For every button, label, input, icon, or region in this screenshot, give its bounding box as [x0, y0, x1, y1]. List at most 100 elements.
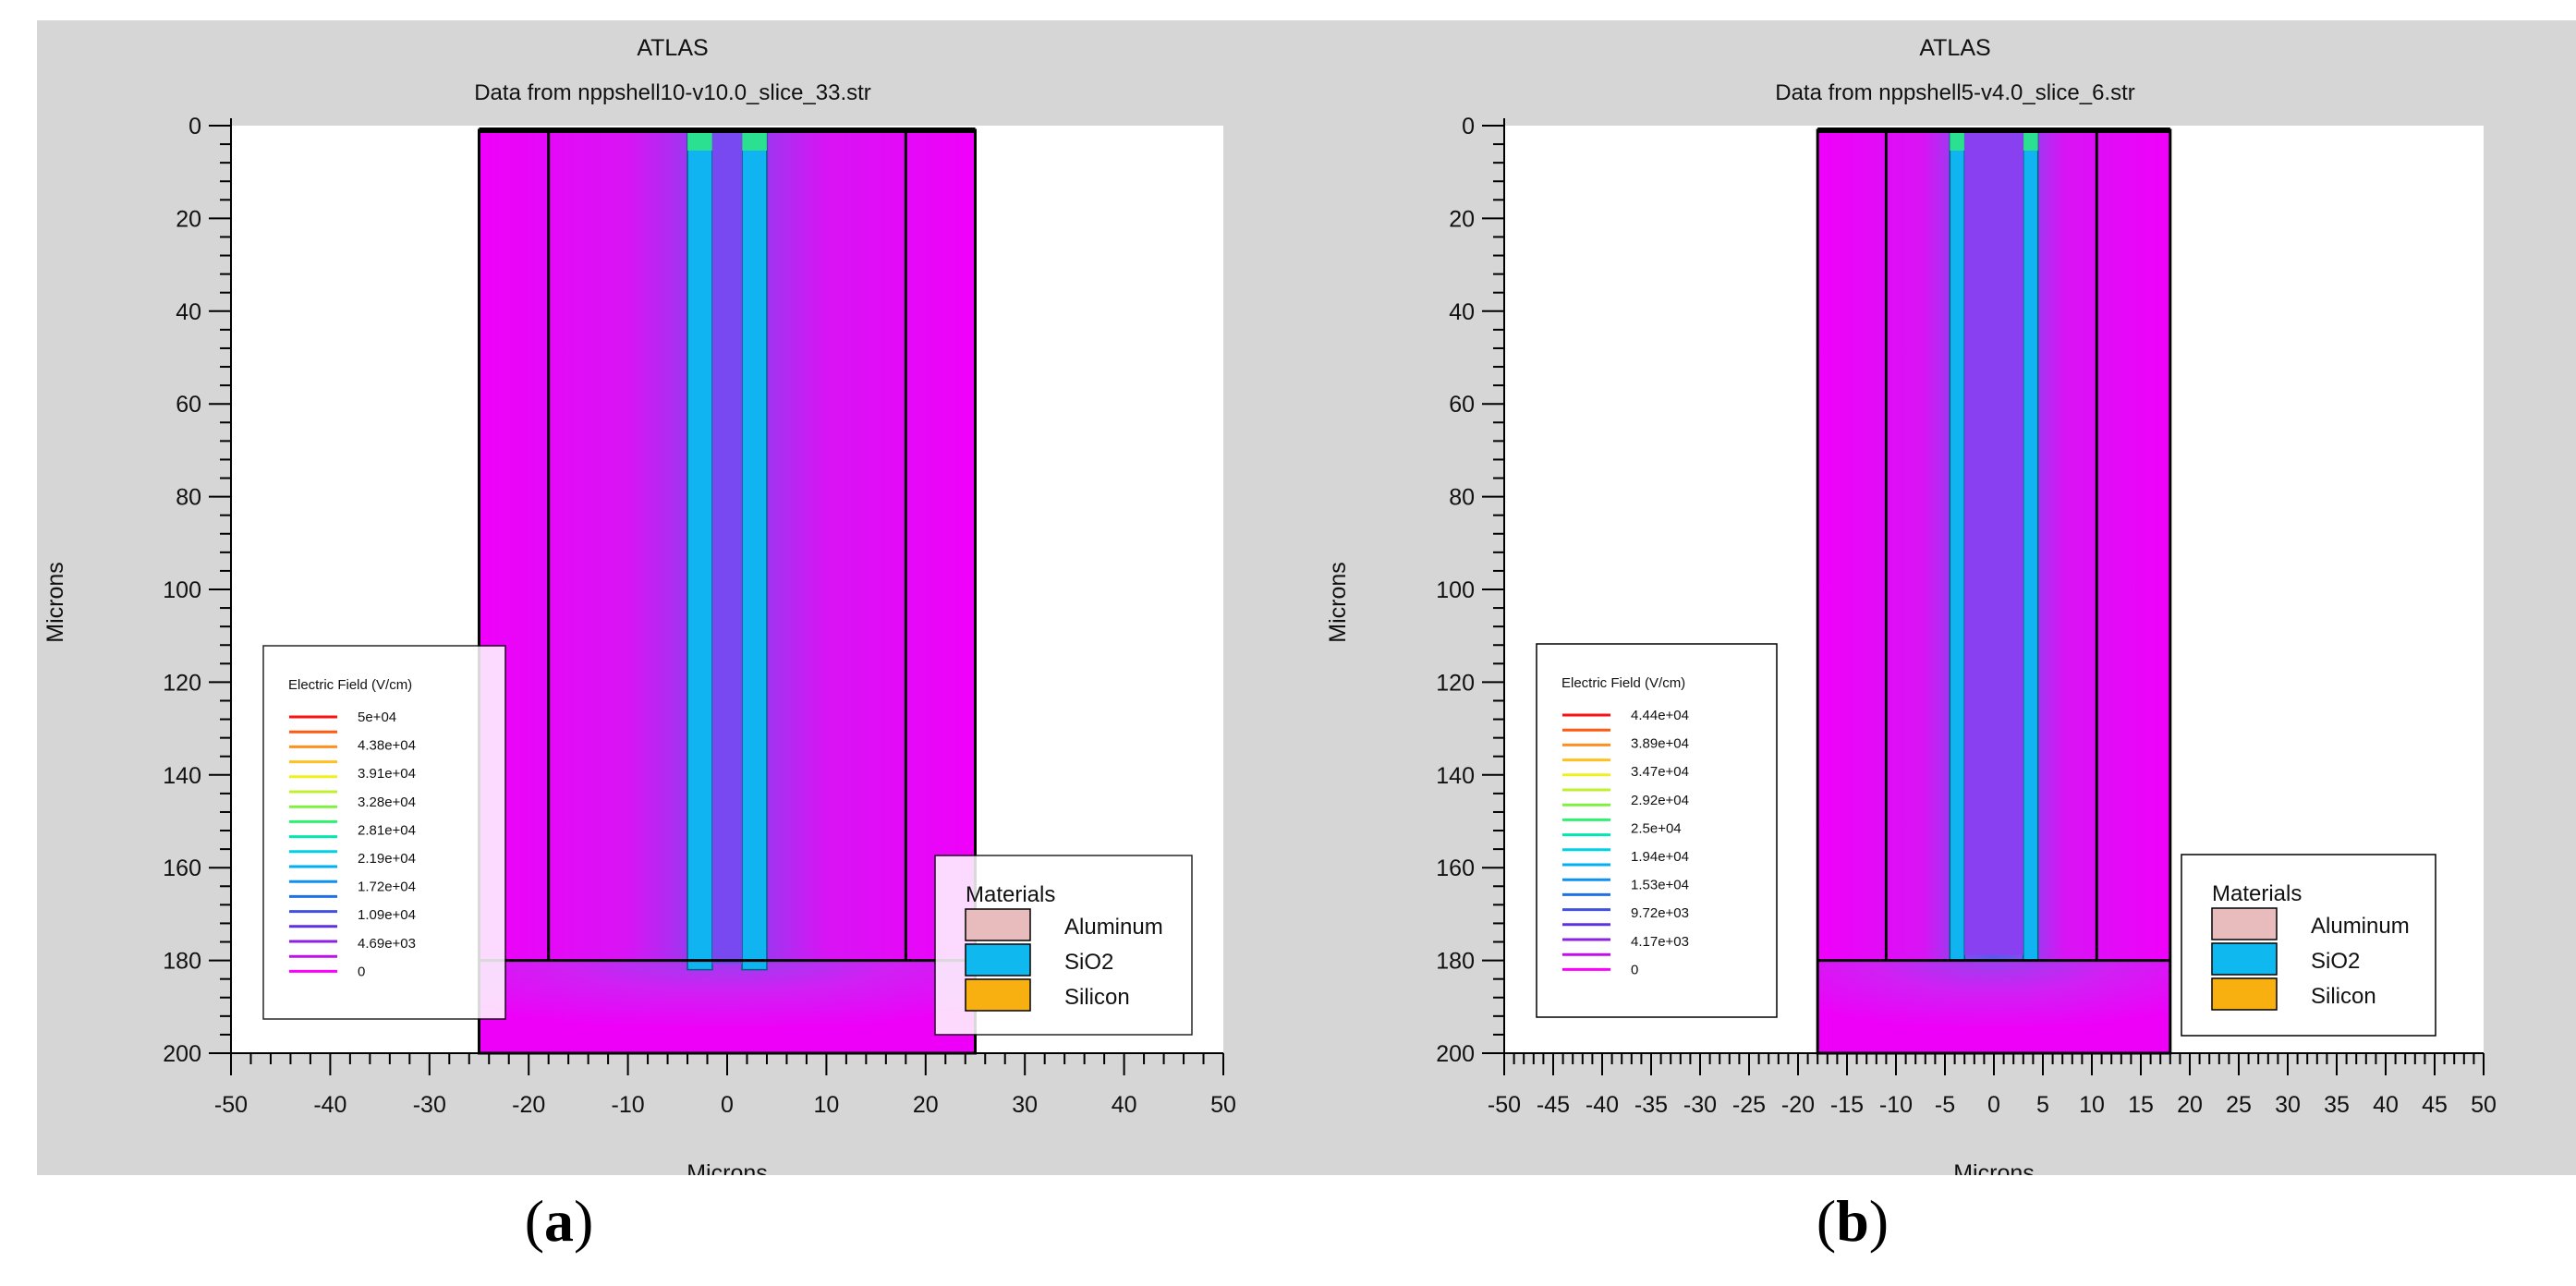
field-legend-label: 4.17e+03: [1631, 934, 1689, 950]
x-tick-label: -10: [1879, 1092, 1913, 1118]
y-tick-label: 40: [176, 299, 201, 325]
y-tick-label: 40: [1449, 299, 1475, 325]
y-tick-label: 60: [1449, 392, 1475, 418]
chart-panel-a: ATLAS Data from nppshell10-v10.0_slice_33…: [37, 20, 1336, 1175]
x-tick-label: -20: [1781, 1092, 1815, 1118]
x-tick-label: -45: [1537, 1092, 1570, 1118]
y-axis-label: Microns: [1325, 562, 1351, 643]
y-tick-label: 0: [1462, 114, 1475, 140]
material-label-silicon: Silicon: [2311, 984, 2376, 1009]
y-tick-label: 80: [1449, 485, 1475, 511]
caption-letter-a: a: [544, 1188, 574, 1254]
x-tick-label: 20: [913, 1092, 939, 1118]
x-tick-label: 0: [721, 1092, 734, 1118]
field-legend-label: 3.28e+04: [358, 795, 416, 810]
y-tick-label: 140: [163, 763, 201, 789]
x-tick-label: 40: [1112, 1092, 1137, 1118]
field-legend-label: 3.89e+04: [1631, 736, 1689, 752]
material-swatch-aluminum: [2211, 907, 2278, 940]
y-tick-label: 180: [163, 949, 201, 975]
field-legend-label: 1.94e+04: [1631, 849, 1689, 865]
material-swatch-sio2: [2211, 942, 2278, 976]
trench-core: [1964, 130, 2023, 955]
y-tick-label: 80: [176, 485, 201, 511]
material-swatch-sio2: [965, 943, 1031, 977]
material-label-aluminum: Aluminum: [2311, 914, 2410, 939]
x-tick-label: -40: [1586, 1092, 1619, 1118]
y-axis-label: Microns: [43, 562, 68, 643]
chart-subtitle: Data from nppshell10-v10.0_slice_33.str: [474, 80, 871, 105]
field-legend-label: 3.47e+04: [1631, 764, 1689, 780]
x-tick-label: 45: [2422, 1092, 2448, 1118]
material-label-sio2: SiO2: [1064, 950, 1113, 975]
y-tick-label: 160: [163, 855, 201, 881]
chart-title: ATLAS: [637, 35, 708, 61]
x-tick-label: 0: [1987, 1092, 2000, 1118]
trench-2: [2023, 129, 2039, 962]
chart-title: ATLAS: [1919, 35, 1990, 61]
chart-panel-b: ATLAS Data from nppshell5-v4.0_slice_6.st…: [1319, 20, 2576, 1175]
field-legend-label: 2.81e+04: [358, 822, 416, 838]
x-tick-label: -50: [214, 1092, 248, 1118]
y-tick-label: 180: [1436, 949, 1475, 975]
x-tick-label: 35: [2324, 1092, 2350, 1118]
field-legend-label: 5e+04: [358, 710, 396, 725]
field-legend-label: 9.72e+03: [1631, 905, 1689, 921]
trench-core: [711, 130, 743, 964]
chart-subtitle: Data from nppshell5-v4.0_slice_6.str: [1775, 80, 2135, 105]
x-axis-label: Microns: [687, 1160, 768, 1175]
y-tick-label: 200: [1436, 1041, 1475, 1067]
y-tick-label: 160: [1436, 855, 1475, 881]
field-legend-label: 4.44e+04: [1631, 708, 1689, 723]
field-legend-label: 3.91e+04: [358, 766, 416, 782]
y-tick-label: 200: [163, 1041, 201, 1067]
materials-legend: Materials Aluminum SiO2 Silicon: [934, 855, 1193, 1036]
field-legend-label: 1.72e+04: [358, 880, 416, 895]
material-label-silicon: Silicon: [1064, 985, 1130, 1010]
trench-top-hotspot: [2023, 130, 2038, 151]
x-tick-label: -30: [413, 1092, 446, 1118]
y-tick-label: 100: [163, 577, 201, 603]
x-tick-label: -35: [1634, 1092, 1668, 1118]
y-tick-label: 140: [1436, 763, 1475, 789]
x-tick-label: 30: [2275, 1092, 2301, 1118]
x-tick-label: 5: [2036, 1092, 2049, 1118]
field-legend-label: 0: [1631, 962, 1638, 977]
x-tick-label: -5: [1935, 1092, 1955, 1118]
x-tick-label: -10: [612, 1092, 645, 1118]
material-swatch-silicon: [965, 978, 1031, 1012]
x-tick-label: 20: [2177, 1092, 2203, 1118]
y-tick-label: 20: [1449, 206, 1475, 232]
materials-legend-title: Materials: [966, 882, 1055, 907]
x-tick-label: 50: [2471, 1092, 2497, 1118]
figure-caption-a: (a): [524, 1188, 594, 1254]
x-tick-label: 50: [1210, 1092, 1236, 1118]
device-field-lower: [479, 960, 976, 1053]
trench-1: [1949, 129, 1965, 962]
x-tick-label: 15: [2128, 1092, 2154, 1118]
y-tick-label: 120: [163, 670, 201, 696]
y-tick-label: 0: [188, 114, 201, 140]
material-label-aluminum: Aluminum: [1064, 915, 1163, 940]
x-tick-label: -25: [1732, 1092, 1766, 1118]
field-legend-label: 2.5e+04: [1631, 820, 1682, 836]
y-tick-label: 100: [1436, 577, 1475, 603]
x-tick-label: 25: [2226, 1092, 2252, 1118]
field-legend: Electric Field (V/cm) 5e+04 4.38e+04 3.91e+…: [262, 645, 506, 1020]
field-legend-label: 4.38e+04: [358, 738, 416, 754]
x-tick-label: 10: [813, 1092, 839, 1118]
x-tick-label: -20: [512, 1092, 545, 1118]
material-swatch-aluminum: [965, 908, 1031, 941]
trench-top-hotspot: [742, 130, 767, 151]
x-tick-label: 30: [1012, 1092, 1038, 1118]
device-field-lower: [1817, 960, 2170, 1053]
x-tick-label: 40: [2373, 1092, 2399, 1118]
trench-2: [741, 129, 768, 971]
material-label-sio2: SiO2: [2311, 949, 2360, 974]
x-tick-label: 10: [2079, 1092, 2105, 1118]
field-legend-title: Electric Field (V/cm): [288, 677, 412, 693]
x-tick-label: -40: [313, 1092, 346, 1118]
x-tick-label: -30: [1683, 1092, 1717, 1118]
materials-legend-title: Materials: [2212, 881, 2302, 906]
